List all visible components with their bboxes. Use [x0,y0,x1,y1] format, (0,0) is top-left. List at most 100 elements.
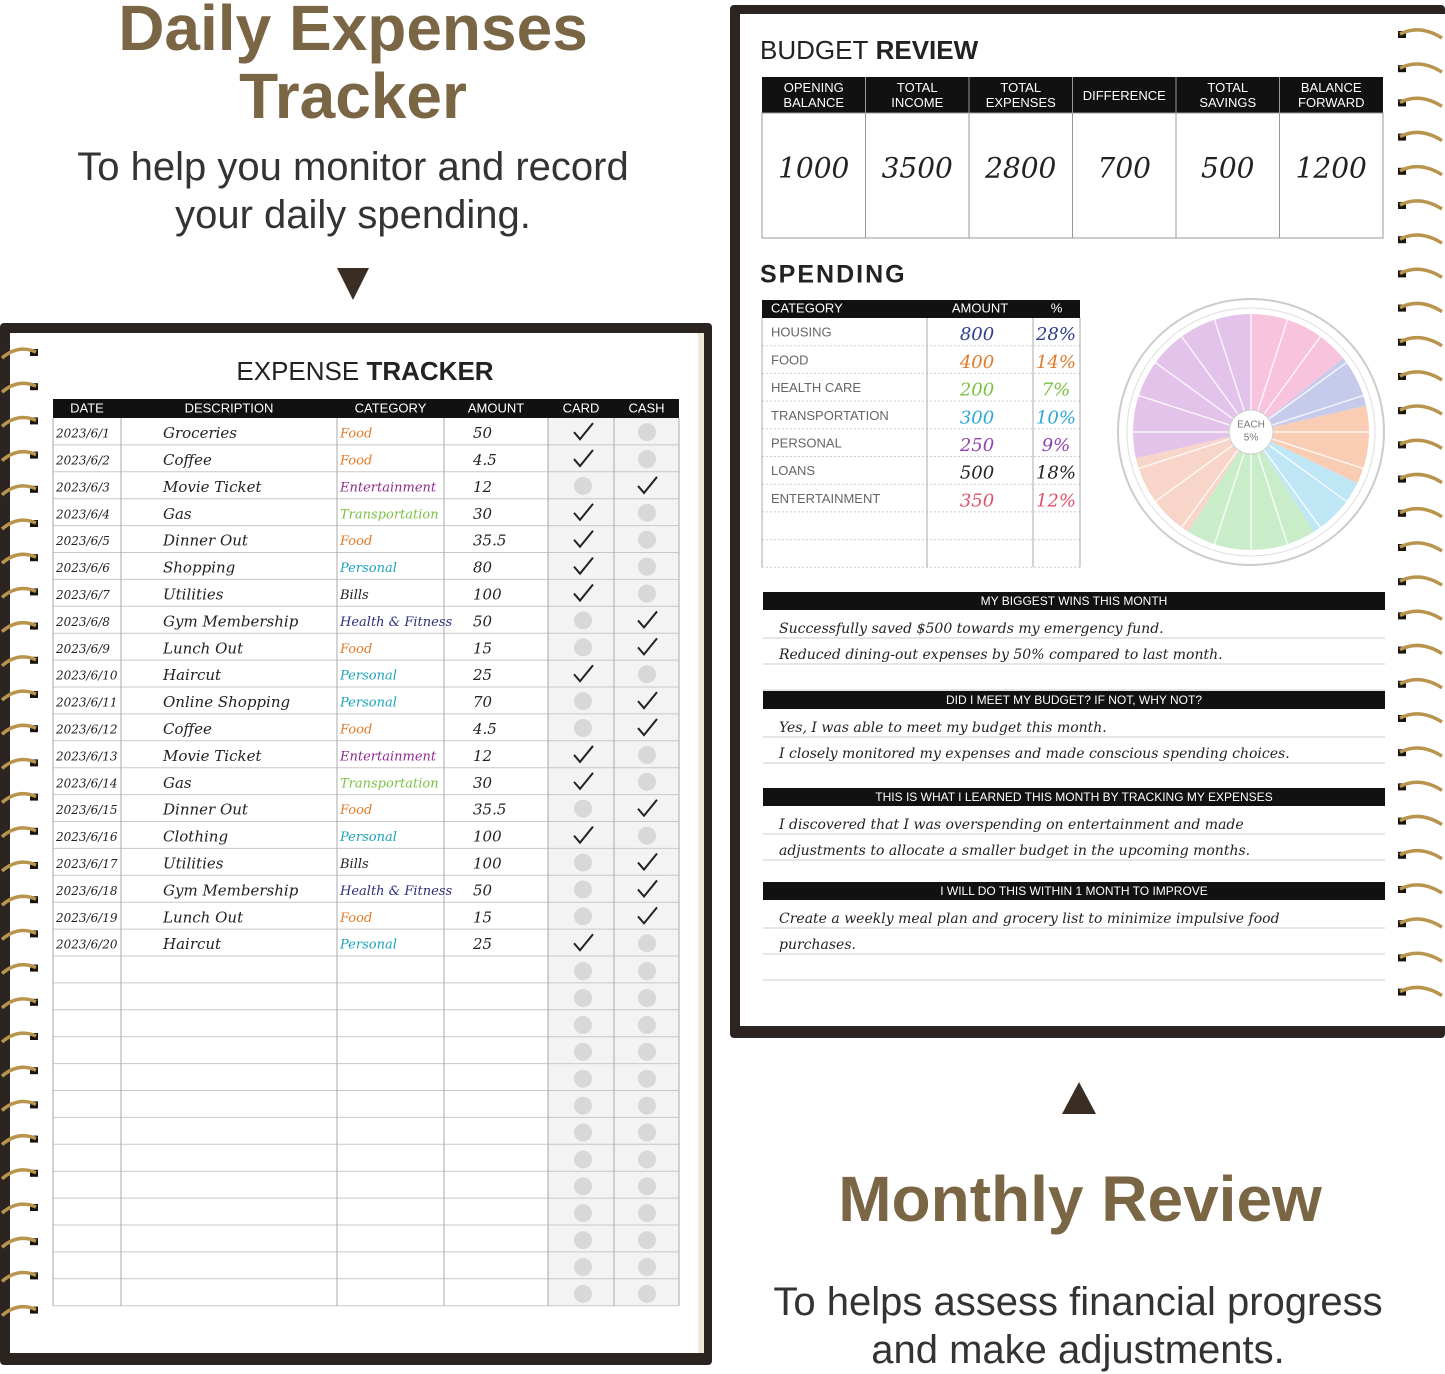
spiral-coil [1399,985,1443,998]
pie-spoke [1150,358,1234,420]
description: Gym Membership [163,881,299,899]
empty-circle [574,476,592,495]
down-arrow [337,268,369,300]
handwritten-note: Reduced dining-out expenses by 50% compa… [778,647,1223,663]
check-mark [573,933,594,952]
amount: 80 [473,559,493,577]
empty-circle [638,962,656,981]
empty-circle [638,1015,656,1034]
check-mark [637,799,658,818]
description: Haircut [162,666,222,684]
spiral-coil [0,928,37,941]
category: Food [339,911,372,926]
budget-header: TOTAL EXPENSES [969,77,1073,113]
spiral-coil [0,381,37,394]
spiral-coil [0,1133,37,1146]
right-title: Monthly Review [838,1163,1322,1235]
section-heading: MY BIGGEST WINS THIS MONTH [981,594,1168,608]
spiral-coil [0,826,37,839]
amount: 25 [472,666,492,684]
spiral-coil [1399,575,1443,587]
spending-category: TRANSPORTATION [771,408,889,423]
pie-spoke [1271,392,1370,426]
check-mark [573,422,594,441]
pie-center-label: 5% [1244,433,1259,444]
section-heading: DID I MEET MY BUDGET? IF NOT, WHY NOT? [946,693,1202,707]
check-mark [637,852,658,872]
spiral-coil [0,1202,37,1215]
table-header [53,399,679,418]
amount: 4.5 [472,720,497,738]
category: Food [339,723,372,738]
empty-circle [574,853,592,872]
spiral-coil [1399,130,1443,143]
amount: 12 [473,478,492,496]
spiral-coil [1399,541,1443,553]
empty-circle [574,1015,592,1034]
spending-category: PERSONAL [771,435,842,450]
amount: 15 [473,639,492,657]
spending-category: HEALTH CARE [771,380,861,395]
category: Bills [339,857,369,872]
description: Movie Ticket [162,747,262,765]
check-mark [573,557,594,576]
empty-circle [638,665,656,684]
category: Personal [339,696,397,711]
date: 2023/6/18 [55,884,118,898]
description: Online Shopping [163,693,290,711]
check-mark [637,691,658,710]
budget-header: BALANCE FORWARD [1280,77,1384,113]
category: Personal [339,938,397,953]
empty-circle [638,1096,656,1115]
pie-spoke [1177,449,1239,533]
amount: 50 [473,424,493,442]
empty-circle [574,1258,592,1277]
spiral-coil [1399,643,1443,656]
empty-circle [574,1096,592,1115]
spiral-coil [1399,472,1443,485]
description: Groceries [163,424,237,442]
description: Gas [163,774,192,792]
budget-header: TOTAL SAVINGS [1176,77,1280,113]
category: Personal [339,669,397,684]
section-heading: THIS IS WHAT I LEARNED THIS MONTH BY TRA… [875,790,1272,804]
budget-header-text: DIFFERENCE [1082,87,1166,103]
empty-circle [638,1123,656,1142]
amount: 100 [473,855,502,873]
description: Movie Ticket [162,478,262,496]
spiral-coil [0,1099,37,1112]
description: Gas [163,505,192,523]
spiral-coil [0,484,37,497]
left-title: Daily Expenses Tracker [118,0,588,132]
spiral-coil [0,757,37,770]
pie-spoke [1268,444,1352,506]
empty-circle [638,584,656,603]
budget-title: BUDGET REVIEW [760,35,979,65]
spiral-coil [0,552,37,565]
spiral-coil [1399,370,1443,382]
spending-percent: 18% [1036,463,1076,484]
spiral-coil [1399,438,1443,450]
budget-header-text: TOTAL SAVINGS [1199,80,1257,110]
spiral-coil [0,1168,37,1181]
spiral-coil [1399,96,1443,108]
empty-circle [638,772,656,791]
spiral-coil [0,1270,37,1283]
date: 2023/6/3 [55,480,110,494]
budget-value: 1000 [778,152,849,185]
budget-value: 700 [1098,152,1151,185]
category: Personal [339,830,397,845]
check-mark [637,637,658,656]
category: Food [339,454,372,469]
spiral-coil [0,1236,37,1249]
date: 2023/6/17 [55,857,118,871]
amount: 25 [472,935,492,953]
column-header: DESCRIPTION [185,400,274,415]
empty-circle [638,1069,656,1088]
budget-header: OPENING BALANCE [762,77,866,113]
section-bar [763,882,1385,900]
spending-percent: 7% [1042,380,1071,401]
amount: 35.5 [473,532,506,550]
check-mark [573,449,594,468]
